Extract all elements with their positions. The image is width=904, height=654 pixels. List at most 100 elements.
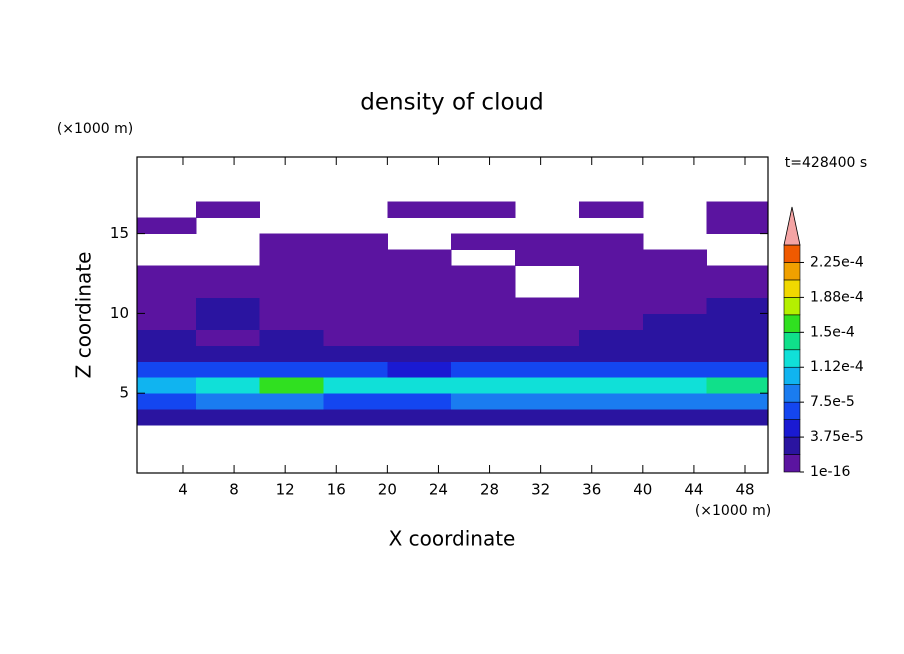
x-tick-label: 12 <box>276 481 295 499</box>
contour-cell <box>195 361 261 378</box>
contour-cell <box>578 281 644 298</box>
contour-cell <box>323 281 388 298</box>
contour-cell <box>706 201 768 219</box>
contour-cell <box>195 329 261 346</box>
contour-cell <box>387 313 452 330</box>
contour-cell <box>578 393 644 410</box>
contour-cell <box>137 345 197 362</box>
contour-cell <box>259 249 324 267</box>
contour-cell <box>195 313 261 330</box>
y-tick-label: 10 <box>110 304 129 322</box>
contour-cell <box>323 233 388 251</box>
colorbar-overflow <box>783 206 801 246</box>
contour-cell <box>515 249 580 267</box>
contour-cell <box>323 393 388 410</box>
contour-cell <box>642 313 708 330</box>
colorbar-box <box>783 401 801 420</box>
contour-cell <box>706 345 768 362</box>
contour-cell <box>195 345 261 362</box>
contour-cell <box>515 377 580 394</box>
contour-cell <box>387 297 452 314</box>
contour-cell <box>137 361 197 378</box>
contour-cell <box>451 233 516 251</box>
colorbar-box <box>783 314 801 333</box>
contour-cell <box>642 249 708 267</box>
contour-cell <box>323 409 388 426</box>
contour-cell <box>578 377 644 394</box>
contour-cell <box>642 393 708 410</box>
x-unit: (×1000 m) <box>695 503 771 519</box>
contour-cell <box>515 297 580 314</box>
contour-cell <box>387 393 452 410</box>
contour-cell <box>706 265 768 282</box>
y-tick-label: 15 <box>110 224 129 242</box>
contour-cell <box>642 361 708 378</box>
x-tick-label: 20 <box>378 481 397 499</box>
contour-cell <box>259 233 324 251</box>
contour-cell <box>259 377 324 394</box>
contour-cell <box>323 297 388 314</box>
contour-cell <box>387 345 452 362</box>
y-tick-label: 5 <box>119 384 129 402</box>
contour-cell <box>706 361 768 378</box>
contour-cell <box>578 345 644 362</box>
contour-cell <box>515 313 580 330</box>
contour-cell <box>451 345 516 362</box>
contour-cell <box>137 217 197 235</box>
colorbar-box <box>783 297 801 316</box>
contour-cell <box>578 297 644 314</box>
contour-cell <box>451 329 516 346</box>
colorbar-box <box>783 454 801 473</box>
x-axis-label: X coordinate <box>389 527 516 551</box>
x-tick-label: 44 <box>684 481 703 499</box>
contour-cell <box>706 329 768 346</box>
contour-cell <box>195 201 261 219</box>
x-tick-label: 24 <box>429 481 448 499</box>
contour-cell <box>706 409 768 426</box>
contour-cell <box>706 297 768 314</box>
contour-cell <box>195 265 261 282</box>
contour-cell <box>387 281 452 298</box>
contour-cell <box>578 409 644 426</box>
annotation: t=428400 s <box>785 155 867 171</box>
colorbar-box <box>783 332 801 351</box>
colorbar-box <box>783 279 801 298</box>
colorbar-box <box>783 436 801 455</box>
plot-frame <box>136 156 769 474</box>
x-tick-label: 8 <box>229 481 239 499</box>
x-tick-label: 32 <box>531 481 550 499</box>
contour-cell <box>515 329 580 346</box>
contour-cell <box>578 329 644 346</box>
colorbar-tick-label: 1.88e-4 <box>810 289 864 305</box>
colorbar-box <box>783 366 801 385</box>
contour-cell <box>137 329 197 346</box>
contour-cell <box>706 217 768 235</box>
contour-cell <box>387 265 452 282</box>
contour-cell <box>137 281 197 298</box>
contour-cell <box>137 297 197 314</box>
contour-cell <box>137 265 197 282</box>
contour-cell <box>515 361 580 378</box>
contour-field <box>137 201 768 426</box>
contour-cell <box>259 265 324 282</box>
contour-cell <box>323 265 388 282</box>
contour-cell <box>259 297 324 314</box>
contour-cell <box>706 281 768 298</box>
contour-cell <box>387 329 452 346</box>
contour-cell <box>387 361 452 378</box>
contour-cell <box>706 377 768 394</box>
contour-cell <box>323 249 388 267</box>
contour-cell <box>451 361 516 378</box>
contour-cell <box>323 345 388 362</box>
colorbar-box <box>783 419 801 438</box>
contour-cell <box>642 409 708 426</box>
contour-cell <box>137 409 197 426</box>
contour-cell <box>642 265 708 282</box>
contour-cell <box>195 297 261 314</box>
colorbar-box <box>783 262 801 281</box>
contour-cell <box>451 297 516 314</box>
contour-cell <box>642 281 708 298</box>
contour-cell <box>578 265 644 282</box>
